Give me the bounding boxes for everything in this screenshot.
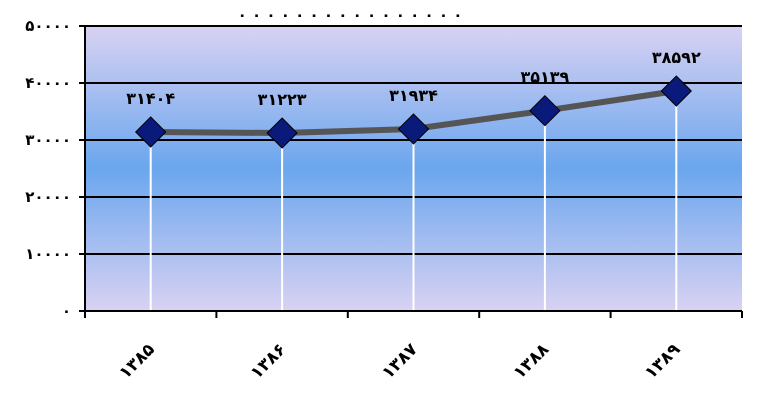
data-label: ۳۱۴۰۴ (126, 89, 175, 108)
y-tick-label: ۳۰۰۰۰ (25, 131, 71, 149)
y-tick-label: ۰ (62, 302, 71, 320)
y-tick-label: ۵۰۰۰۰ (25, 17, 71, 35)
x-tick-label: ۱۳۸۹ (641, 339, 685, 383)
y-tick-label: ۲۰۰۰۰ (25, 188, 71, 206)
data-point-marker (397, 113, 430, 145)
x-tick-label: ۱۳۸۶ (247, 340, 290, 383)
series-markers (134, 75, 693, 149)
y-tick-label: ۴۰۰۰۰ (25, 74, 71, 92)
y-tick-label: ۱۰۰۰۰ (25, 245, 71, 263)
y-axis-tick-labels: ۰ ۱۰۰۰۰ ۲۰۰۰۰ ۳۰۰۰۰ ۴۰۰۰۰ ۵۰۰۰۰ (25, 17, 85, 320)
drop-lines (149, 91, 678, 311)
x-tick-label: ۱۳۸۷ (378, 339, 422, 383)
x-tick-label: ۱۳۸۸ (510, 339, 554, 383)
data-point-marker (134, 116, 167, 148)
chart-title-row: ۰ ۰ ۰ ۰ ۰ ۰ ۰ ۰ ۰ ۰ ۰ ۰ ۰ ۰ ۰ ۰ (238, 6, 463, 24)
data-labels: ۳۱۴۰۴ ۳۱۲۲۳ ۳۱۹۳۴ ۳۵۱۳۹ ۳۸۵۹۲ (126, 48, 701, 109)
data-label: ۳۸۵۹۲ (652, 48, 701, 67)
data-point-marker (660, 75, 693, 107)
data-label: ۳۵۱۳۹ (520, 68, 569, 87)
data-label: ۳۱۹۳۴ (389, 86, 438, 105)
x-tick-label: ۱۳۸۵ (115, 340, 158, 383)
data-point-marker (529, 95, 561, 127)
data-point-marker (266, 117, 298, 149)
data-label: ۳۱۲۲۳ (258, 90, 307, 109)
x-axis-tick-labels: ۱۳۸۵ ۱۳۸۶ ۱۳۸۷ ۱۳۸۸ ۱۳۸۹ (84, 311, 743, 383)
